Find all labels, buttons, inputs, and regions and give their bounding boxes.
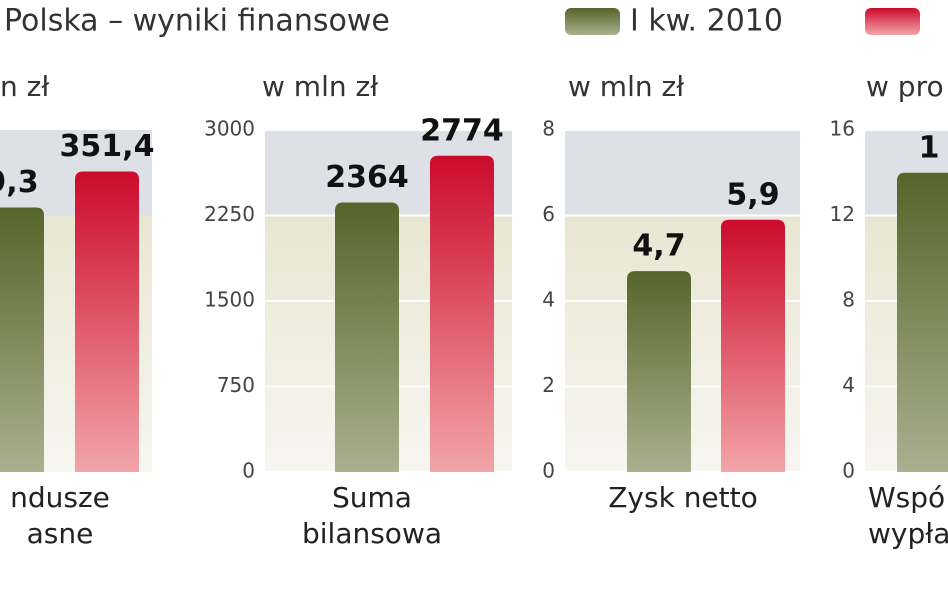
unit-label: w mln zł (262, 70, 378, 103)
legend-swatch (865, 8, 920, 35)
y-tick-label: 4 (842, 373, 855, 397)
legend-swatch (565, 8, 620, 35)
y-tick-label: 16 (830, 117, 855, 141)
y-tick-label: 0 (842, 459, 855, 483)
y-tick-label: 3000 (204, 117, 255, 141)
bar (897, 172, 948, 472)
y-tick-label: 2250 (204, 202, 255, 226)
y-tick-label: 6 (542, 202, 555, 226)
bar (0, 207, 44, 472)
value-label: 351,4 (60, 129, 155, 164)
value-label: 2774 (420, 113, 504, 148)
y-tick-label: 2 (542, 373, 555, 397)
bar (430, 155, 494, 472)
value-label: 2364 (325, 160, 409, 195)
bar (75, 171, 139, 473)
value-label: 9,3 (0, 165, 39, 200)
unit-label: w mln zł (568, 70, 684, 103)
y-tick-label: 8 (542, 117, 555, 141)
bar (335, 202, 399, 472)
category-label: Suma bilansowa (301, 481, 442, 550)
y-tick-label: 8 (842, 288, 855, 312)
y-tick-label: 1500 (204, 288, 255, 312)
y-tick-label: 0 (542, 459, 555, 483)
y-tick-label: 4 (542, 288, 555, 312)
unit-label: w pro (866, 70, 944, 103)
y-tick-label: 12 (830, 202, 855, 226)
y-tick-label: 0 (242, 459, 255, 483)
unit-label: n zł (0, 70, 49, 103)
category-label: Wspó wypła (868, 481, 948, 550)
plot-band (565, 130, 800, 216)
legend-label: I kw. 2010 (630, 4, 783, 39)
value-label: 5,9 (726, 177, 779, 212)
bar (721, 219, 785, 472)
y-tick-label: 750 (217, 373, 255, 397)
value-label: 1 (919, 130, 940, 165)
category-label: Zysk netto (608, 481, 758, 514)
value-label: 4,7 (632, 229, 685, 264)
bar (627, 271, 691, 472)
category-label: ndusze asne (10, 481, 110, 550)
chart-title: Polska – wyniki finansowe (4, 4, 390, 39)
